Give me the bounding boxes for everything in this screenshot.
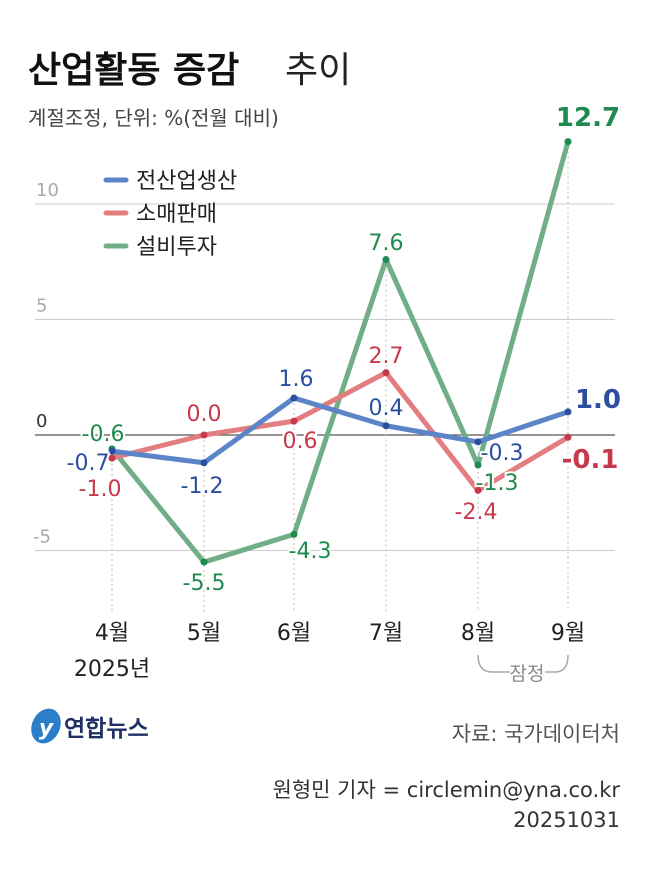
data-point [564,408,572,416]
title-bold: 산업활동 증감 [28,50,239,91]
data-label: 7.6 [369,231,404,256]
date: 20251031 [513,808,620,832]
logo-text: 연합뉴스 [64,716,149,742]
data-label: 0.6 [283,429,318,454]
year-label: 2025년 [74,657,150,682]
x-tick-label: 5월 [187,621,221,646]
legend-label: 설비투자 [136,235,217,260]
x-tick-label: 6월 [277,621,311,646]
data-label: -0.1 [562,445,619,475]
data-point [290,394,298,402]
svg-text:y: y [39,716,55,741]
data-label: -1.0 [79,477,122,502]
x-tick-label: 7월 [369,621,403,646]
y-tick-label: 0 [36,411,47,432]
data-label: 1.6 [279,367,314,392]
data-label: -2.4 [455,500,498,525]
provisional-bracket [477,654,569,673]
data-point [474,438,482,446]
data-label: 0.4 [369,396,404,421]
vertical-guides [111,141,569,612]
data-point [200,431,208,439]
data-label: -1.3 [476,471,519,496]
x-tick-label: 8월 [461,621,495,646]
legend-label: 전산업생산 [136,169,237,194]
provisional-label: 잠정 [510,663,545,685]
data-label: 12.7 [556,103,620,133]
data-labels: -0.7 -1.2 1.6 0.4 -0.3 1.0 -1.0 0.0 0.6 2.7 -2.4 -0… [65,101,624,598]
data-label: -5.5 [183,571,226,596]
x-axis: 4월 5월 6월 7월 8월 9월 [95,621,585,646]
data-label: -1.2 [181,474,224,499]
data-point [290,417,298,425]
data-point [474,461,482,469]
data-point [382,369,390,377]
data-label: 1.0 [575,385,621,415]
yonhap-logo: y 연합뉴스 [31,708,149,744]
source: 자료: 국가데이터처 [452,722,620,746]
reporter: 원형민 기자 = circlemin@yna.co.kr [273,778,621,802]
data-label: -4.3 [289,539,332,564]
y-tick-label: 10 [36,180,59,201]
data-point [290,530,298,538]
x-tick-label: 9월 [551,621,585,646]
y-tick-label: 5 [36,296,47,317]
data-label: 2.7 [369,344,404,369]
data-point [200,558,208,566]
data-point [382,255,390,263]
data-point [564,433,572,441]
data-point [108,454,116,462]
data-point [382,422,390,430]
x-tick-label: 4월 [95,621,129,646]
series-lines [108,138,572,566]
series-line [111,395,569,466]
legend-label: 소매판매 [136,202,217,227]
y-tick-label: -5 [33,527,51,548]
data-label: -0.6 [82,422,125,447]
chart-title-light: 추이 [285,50,351,91]
chart-title: 산업활동 증감 [28,50,239,91]
data-point [474,486,482,494]
data-label: -0.3 [481,441,524,466]
logo-emblem-icon [31,708,61,744]
data-point [564,138,572,146]
series-line [111,370,570,493]
data-point [108,447,116,455]
data-point [200,459,208,467]
chart-subtitle: 계절조정, 단위: %(전월 대비) [28,106,279,130]
data-label: -0.7 [67,451,110,476]
data-label: 0.0 [187,402,222,427]
